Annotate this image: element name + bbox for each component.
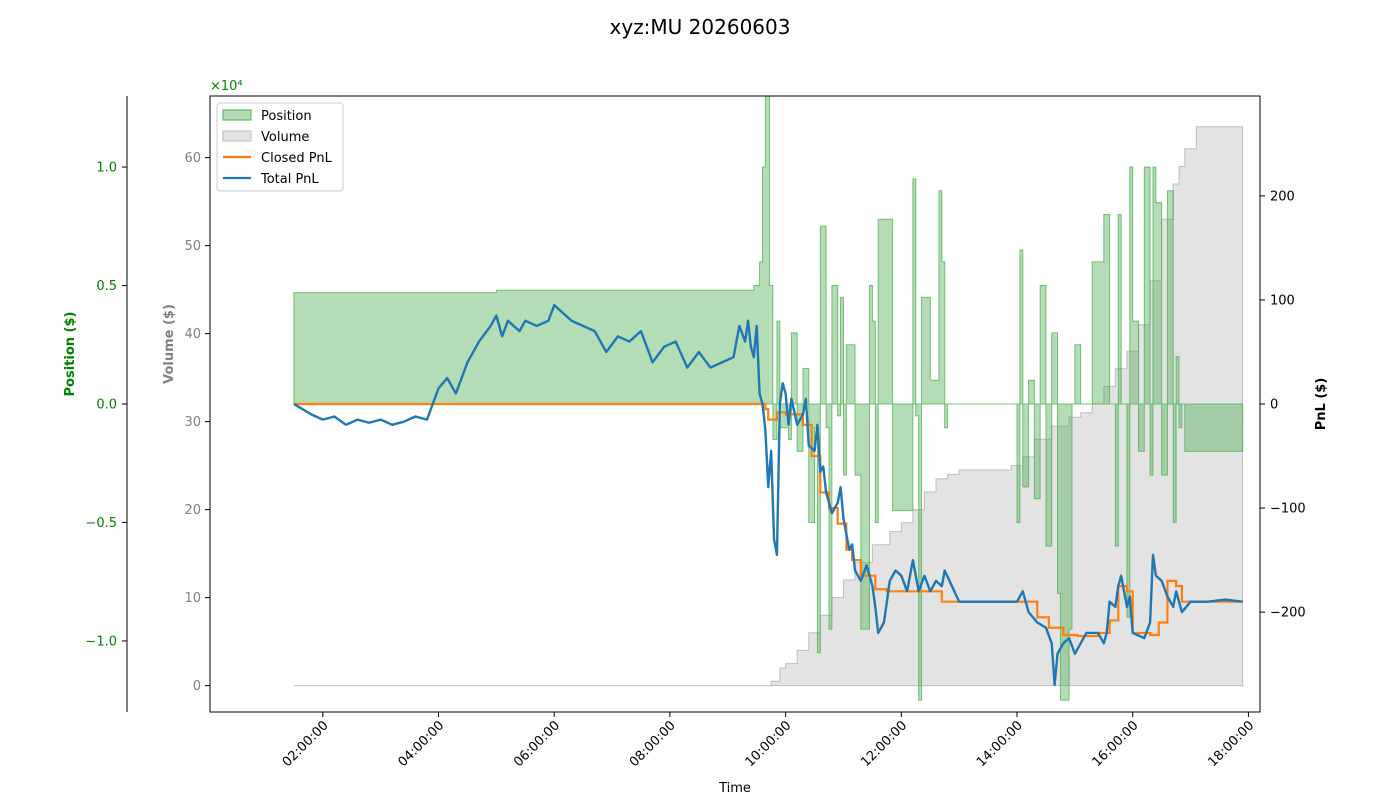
legend-label-closed-pnl: Closed PnL: [261, 151, 333, 166]
pnl-tick-label: −100: [1270, 502, 1306, 517]
closed-pnl-line: [293, 402, 1243, 638]
legend-label-volume: Volume: [261, 130, 309, 145]
x-tick-label: 04:00:00: [395, 718, 447, 770]
x-tick-label: 12:00:00: [858, 718, 910, 770]
volume-tick-label: 20: [184, 503, 201, 518]
position-tick-label: 0.5: [96, 279, 117, 294]
pnl-tick-label: 0: [1270, 398, 1278, 413]
position-axis-label: Position ($): [63, 312, 78, 397]
volume-axis-label: Volume ($): [162, 304, 177, 384]
x-tick-label: 02:00:00: [280, 718, 332, 770]
plot-area: [293, 96, 1244, 701]
volume-tick-label: 0: [193, 679, 201, 694]
legend-swatch-volume: [222, 130, 252, 142]
volume-tick-label: 50: [184, 239, 201, 254]
x-axis-label: Time: [718, 781, 751, 796]
legend-box: [216, 102, 344, 192]
volume-tick-label: 40: [184, 327, 201, 342]
pnl-tick-label: 100: [1270, 293, 1295, 308]
volume-tick-label: 30: [184, 415, 201, 430]
x-tick-label: 14:00:00: [974, 718, 1026, 770]
position-tick-label: 1.0: [96, 161, 117, 176]
position-area: [293, 96, 1244, 701]
legend-label-position: Position: [261, 109, 312, 124]
x-tick-label: 10:00:00: [743, 718, 795, 770]
volume-tick-label: 10: [184, 591, 201, 606]
total-pnl-line: [293, 303, 1243, 687]
position-scale-label: ×10⁴: [210, 79, 243, 94]
legend-swatch-position: [222, 109, 252, 121]
volume-tick-label: 60: [184, 151, 201, 166]
chart-title: xyz:MU 20260603: [610, 15, 791, 39]
legend: Position Volume Closed PnL Total PnL: [216, 102, 344, 192]
pnl-tick-label: −200: [1270, 606, 1306, 621]
position-tick-label: 0.0: [96, 398, 117, 413]
pnl-tick-label: 200: [1270, 189, 1295, 204]
x-tick-label: 06:00:00: [511, 718, 563, 770]
legend-label-total-pnl: Total PnL: [260, 172, 319, 187]
position-tick-label: −1.0: [85, 634, 117, 649]
x-tick-label: 16:00:00: [1090, 718, 1142, 770]
x-tick-label: 08:00:00: [627, 718, 679, 770]
x-tick-label: 18:00:00: [1205, 718, 1257, 770]
pnl-axis-label: PnL ($): [1314, 378, 1329, 431]
position-tick-label: −0.5: [85, 516, 117, 531]
